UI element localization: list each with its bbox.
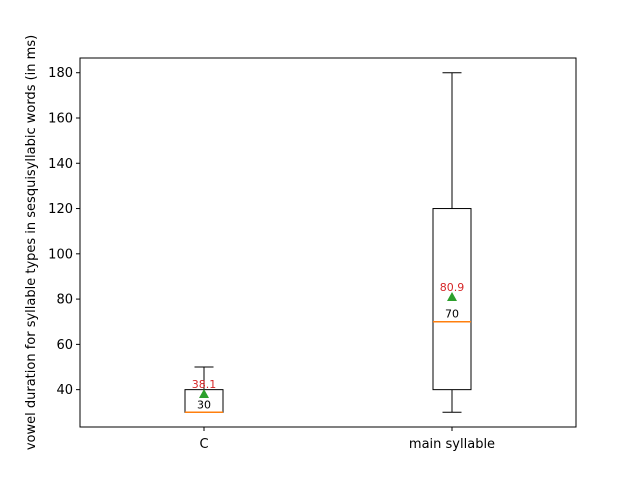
box-iqr: [432, 208, 472, 391]
plot-frame: [79, 57, 577, 428]
median-label: 70: [445, 308, 459, 321]
y-tick-label: 80: [56, 293, 73, 308]
y-tick-label: 140: [48, 157, 73, 172]
plot-layer: 40 60 80 100 120 140 160 180 C main syllable 38.1 3…: [48, 66, 495, 452]
y-tick-label: 180: [48, 66, 73, 81]
y-tick-label: 40: [56, 383, 73, 398]
mean-marker: [199, 388, 209, 398]
y-tick-label: 120: [48, 202, 73, 217]
y-tick-label: 60: [56, 338, 73, 353]
median-label: 30: [197, 398, 211, 411]
mean-label: 38.1: [192, 378, 217, 391]
x-tick-label: main syllable: [409, 437, 495, 452]
y-axis-label: vowel duration for syllable types in ses…: [24, 35, 39, 450]
mean-marker: [447, 292, 457, 302]
y-tick-label: 160: [48, 111, 73, 126]
y-tick-label: 100: [48, 247, 73, 262]
x-tick-label: C: [199, 437, 208, 452]
mean-label: 80.9: [440, 281, 465, 294]
